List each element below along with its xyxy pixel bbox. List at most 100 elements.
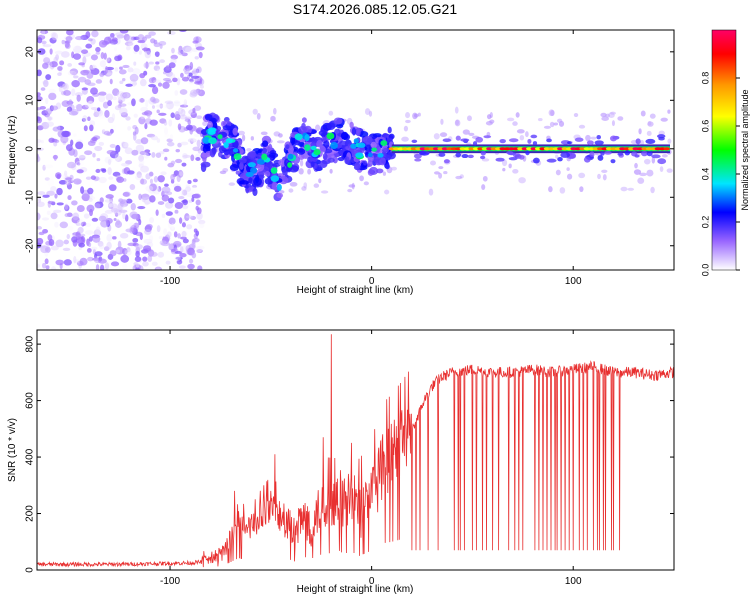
noise-blob [174, 209, 179, 214]
noise-blob [81, 87, 89, 91]
noise-blob [120, 162, 130, 167]
noise-blob [139, 78, 147, 87]
scatter-blob [438, 172, 443, 179]
noise-blob [164, 183, 169, 187]
noise-blob [80, 251, 86, 256]
scatter-blob [454, 106, 459, 114]
noise-blob [116, 91, 125, 99]
noise-blob [122, 211, 126, 220]
carrier-segment [534, 147, 542, 151]
noise-blob [137, 34, 145, 42]
y-tick-label: 0 [25, 146, 36, 152]
noise-blob [156, 109, 160, 114]
noise-blob [191, 240, 196, 248]
scatter-blob [260, 131, 268, 136]
ridge-blob [362, 160, 368, 166]
noise-blob [50, 32, 57, 38]
scatter-blob [288, 188, 294, 193]
ridge-blob [319, 160, 328, 168]
noise-blob [149, 178, 154, 185]
noise-blob [116, 219, 121, 226]
ridge-blob [232, 127, 238, 136]
scatter-blob [611, 120, 615, 127]
scatter-blob [661, 154, 668, 158]
noise-blob [185, 215, 194, 219]
carrier-segment [428, 147, 435, 151]
noise-blob [101, 168, 107, 173]
y-tick-label: -20 [25, 238, 36, 253]
noise-blob [135, 250, 140, 258]
noise-blob [141, 111, 149, 116]
noise-blob [42, 194, 50, 198]
ridge-blob [247, 151, 257, 160]
carrier-sidelobe [546, 138, 552, 143]
noise-blob [188, 80, 196, 85]
noise-blob [37, 116, 43, 124]
noise-blob [81, 221, 87, 227]
noise-blob [75, 104, 80, 110]
scatter-blob [318, 178, 322, 184]
noise-blob [98, 176, 107, 184]
scatter-blob [455, 175, 463, 180]
scatter-blob [250, 136, 254, 141]
ridge-peak [294, 133, 303, 141]
noise-blob [196, 115, 203, 120]
noise-blob [148, 31, 156, 36]
scatter-blob [368, 110, 373, 117]
carrier-sidelobe [557, 156, 563, 162]
noise-blob [122, 93, 130, 98]
colorbar-ticks: 0.0 0.2 0.4 0.6 0.8 [700, 72, 740, 276]
noise-blob [51, 32, 59, 41]
ridge-blob [326, 122, 336, 131]
noise-blob [104, 156, 113, 164]
noise-blob [83, 125, 88, 132]
noise-blob [118, 198, 124, 203]
noise-blob [72, 212, 80, 221]
noise-blob [81, 117, 86, 122]
noise-blob [151, 105, 156, 109]
noise-blob [76, 162, 81, 166]
noise-blob [182, 154, 191, 158]
carrier-sidelobe [657, 158, 667, 165]
carrier-sidelobe [600, 151, 605, 156]
noise-blob [192, 184, 198, 189]
ridge-peak [287, 162, 293, 168]
noise-blob [130, 202, 136, 211]
ridge-blob [387, 126, 392, 134]
noise-blob [139, 178, 148, 185]
spectrogram-frame [36, 29, 675, 271]
noise-blob [181, 230, 187, 238]
noise-blob [114, 105, 122, 111]
scatter-blob [578, 172, 586, 179]
noise-blob [129, 222, 135, 228]
noise-blob [191, 196, 195, 203]
noise-blob [108, 176, 114, 180]
carrier-segment [588, 147, 595, 151]
ridge-peak [261, 153, 268, 161]
noise-blob [196, 139, 201, 148]
noise-blob [110, 32, 115, 38]
noise-blob [169, 134, 174, 140]
carrier-segment [437, 147, 444, 151]
noise-blob [113, 217, 117, 222]
carrier-sidelobe [651, 154, 661, 159]
noise-blob [111, 236, 117, 240]
noise-blob [64, 179, 71, 186]
carrier-sidelobe [583, 156, 591, 163]
noise-blob [156, 225, 161, 233]
noise-blob [173, 100, 181, 104]
scatter-blob [481, 158, 490, 162]
noise-blob [98, 215, 107, 222]
noise-blob [93, 229, 102, 237]
carrier-segment [463, 147, 471, 151]
noise-blob [141, 197, 146, 203]
noise-blob [193, 89, 202, 95]
scatter-blob [412, 112, 418, 120]
noise-blob [115, 144, 121, 153]
noise-blob [181, 162, 187, 167]
ridge-peak [367, 152, 373, 158]
y-tick-label: 10 [25, 94, 36, 106]
noise-blob [133, 61, 137, 66]
noise-blob [177, 107, 184, 115]
scatter-blob [659, 166, 664, 173]
